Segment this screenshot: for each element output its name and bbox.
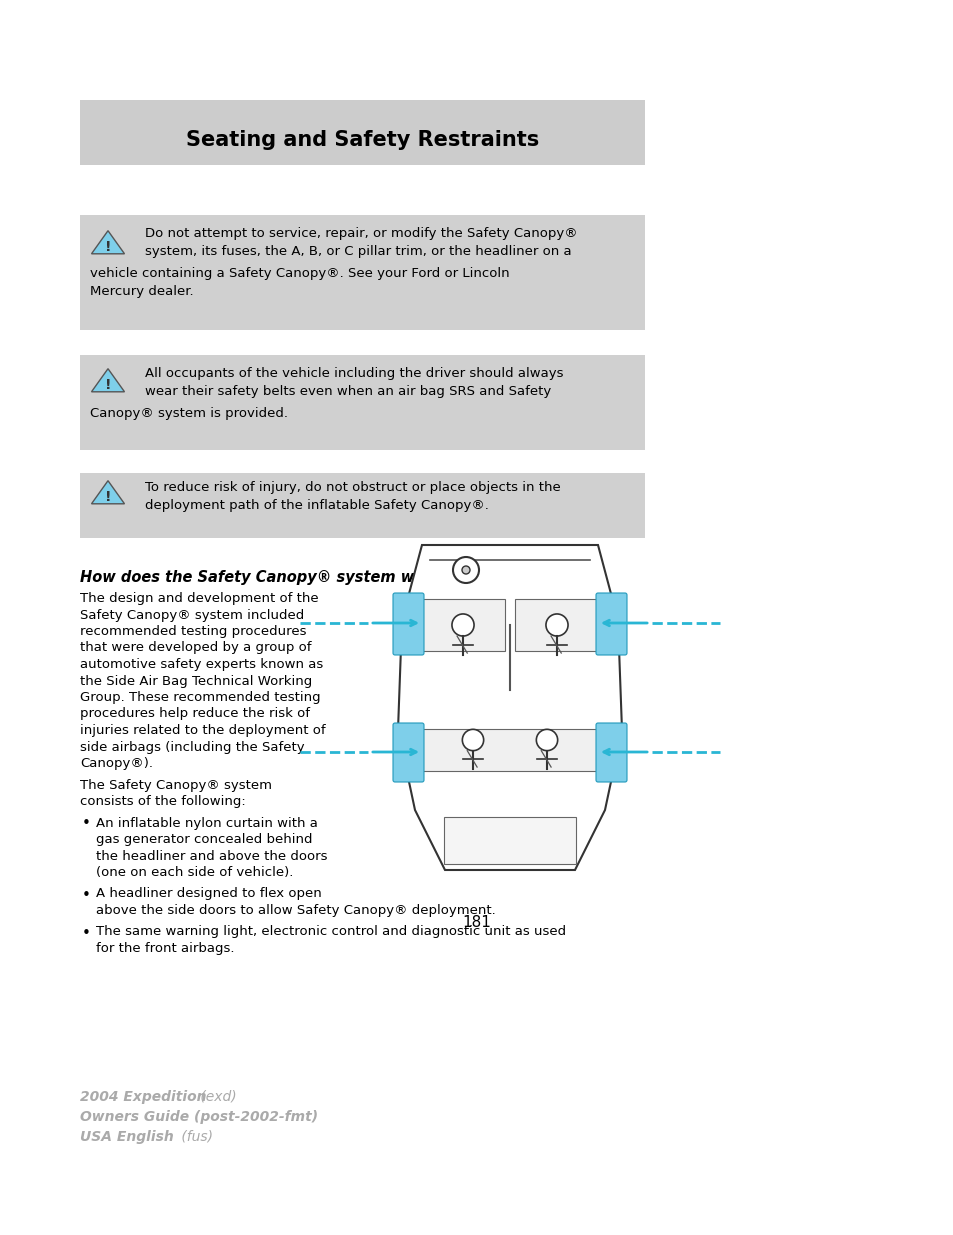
Text: Canopy®).: Canopy®). [80, 757, 152, 769]
Text: injuries related to the deployment of: injuries related to the deployment of [80, 724, 325, 737]
FancyBboxPatch shape [420, 599, 504, 651]
Text: the Side Air Bag Technical Working: the Side Air Bag Technical Working [80, 674, 312, 688]
Text: Seating and Safety Restraints: Seating and Safety Restraints [186, 131, 538, 151]
Text: above the side doors to allow Safety Canopy® deployment.: above the side doors to allow Safety Can… [96, 904, 496, 918]
Text: procedures help reduce the risk of: procedures help reduce the risk of [80, 708, 310, 720]
Circle shape [461, 566, 470, 574]
Text: •: • [82, 925, 91, 941]
Polygon shape [91, 369, 125, 391]
Text: (fus): (fus) [177, 1130, 213, 1144]
Text: wear their safety belts even when an air bag SRS and Safety: wear their safety belts even when an air… [145, 385, 551, 398]
Text: Safety Canopy® system included: Safety Canopy® system included [80, 609, 304, 621]
Circle shape [545, 614, 567, 636]
Polygon shape [91, 231, 125, 254]
Text: that were developed by a group of: that were developed by a group of [80, 641, 312, 655]
FancyBboxPatch shape [393, 593, 423, 655]
Text: recommended testing procedures: recommended testing procedures [80, 625, 306, 638]
Text: !: ! [105, 490, 112, 504]
Text: gas generator concealed behind: gas generator concealed behind [96, 832, 313, 846]
FancyBboxPatch shape [80, 354, 644, 450]
FancyBboxPatch shape [80, 215, 644, 330]
Text: deployment path of the inflatable Safety Canopy®.: deployment path of the inflatable Safety… [145, 499, 488, 513]
Circle shape [453, 557, 478, 583]
Text: •: • [82, 816, 91, 831]
Text: A headliner designed to flex open: A headliner designed to flex open [96, 888, 321, 900]
Circle shape [462, 730, 483, 751]
FancyBboxPatch shape [80, 473, 644, 538]
FancyBboxPatch shape [515, 599, 598, 651]
Text: the headliner and above the doors: the headliner and above the doors [96, 850, 327, 862]
Text: 181: 181 [462, 915, 491, 930]
Text: Canopy® system is provided.: Canopy® system is provided. [90, 408, 288, 420]
Text: !: ! [105, 378, 112, 393]
Text: automotive safety experts known as: automotive safety experts known as [80, 658, 323, 671]
Circle shape [536, 730, 558, 751]
Text: Do not attempt to service, repair, or modify the Safety Canopy®: Do not attempt to service, repair, or mo… [145, 227, 577, 240]
FancyBboxPatch shape [596, 722, 626, 782]
Text: The design and development of the: The design and development of the [80, 592, 318, 605]
Text: •: • [82, 888, 91, 903]
Text: To reduce risk of injury, do not obstruct or place objects in the: To reduce risk of injury, do not obstruc… [145, 480, 560, 494]
Text: (one on each side of vehicle).: (one on each side of vehicle). [96, 866, 294, 879]
Text: Group. These recommended testing: Group. These recommended testing [80, 692, 320, 704]
Circle shape [452, 614, 474, 636]
FancyBboxPatch shape [80, 100, 644, 165]
Polygon shape [91, 480, 125, 504]
Text: side airbags (including the Safety: side airbags (including the Safety [80, 741, 304, 753]
Text: (exd): (exd) [195, 1091, 236, 1104]
Text: The Safety Canopy® system: The Safety Canopy® system [80, 778, 272, 792]
Text: How does the Safety Canopy® system work?: How does the Safety Canopy® system work? [80, 571, 449, 585]
Text: consists of the following:: consists of the following: [80, 795, 246, 808]
Text: system, its fuses, the A, B, or C pillar trim, or the headliner on a: system, its fuses, the A, B, or C pillar… [145, 245, 571, 258]
FancyBboxPatch shape [393, 722, 423, 782]
Text: Mercury dealer.: Mercury dealer. [90, 285, 193, 298]
Text: The same warning light, electronic control and diagnostic unit as used: The same warning light, electronic contr… [96, 925, 565, 939]
Text: for the front airbags.: for the front airbags. [96, 942, 234, 955]
Text: All occupants of the vehicle including the driver should always: All occupants of the vehicle including t… [145, 367, 563, 380]
Text: vehicle containing a Safety Canopy®. See your Ford or Lincoln: vehicle containing a Safety Canopy®. See… [90, 267, 509, 280]
Text: USA English: USA English [80, 1130, 173, 1144]
FancyBboxPatch shape [596, 593, 626, 655]
Polygon shape [397, 545, 621, 869]
Text: 2004 Expedition: 2004 Expedition [80, 1091, 206, 1104]
FancyBboxPatch shape [420, 729, 598, 771]
Text: Owners Guide (post-2002-fmt): Owners Guide (post-2002-fmt) [80, 1110, 317, 1124]
FancyBboxPatch shape [443, 818, 576, 864]
Text: !: ! [105, 240, 112, 254]
Text: An inflatable nylon curtain with a: An inflatable nylon curtain with a [96, 816, 317, 830]
